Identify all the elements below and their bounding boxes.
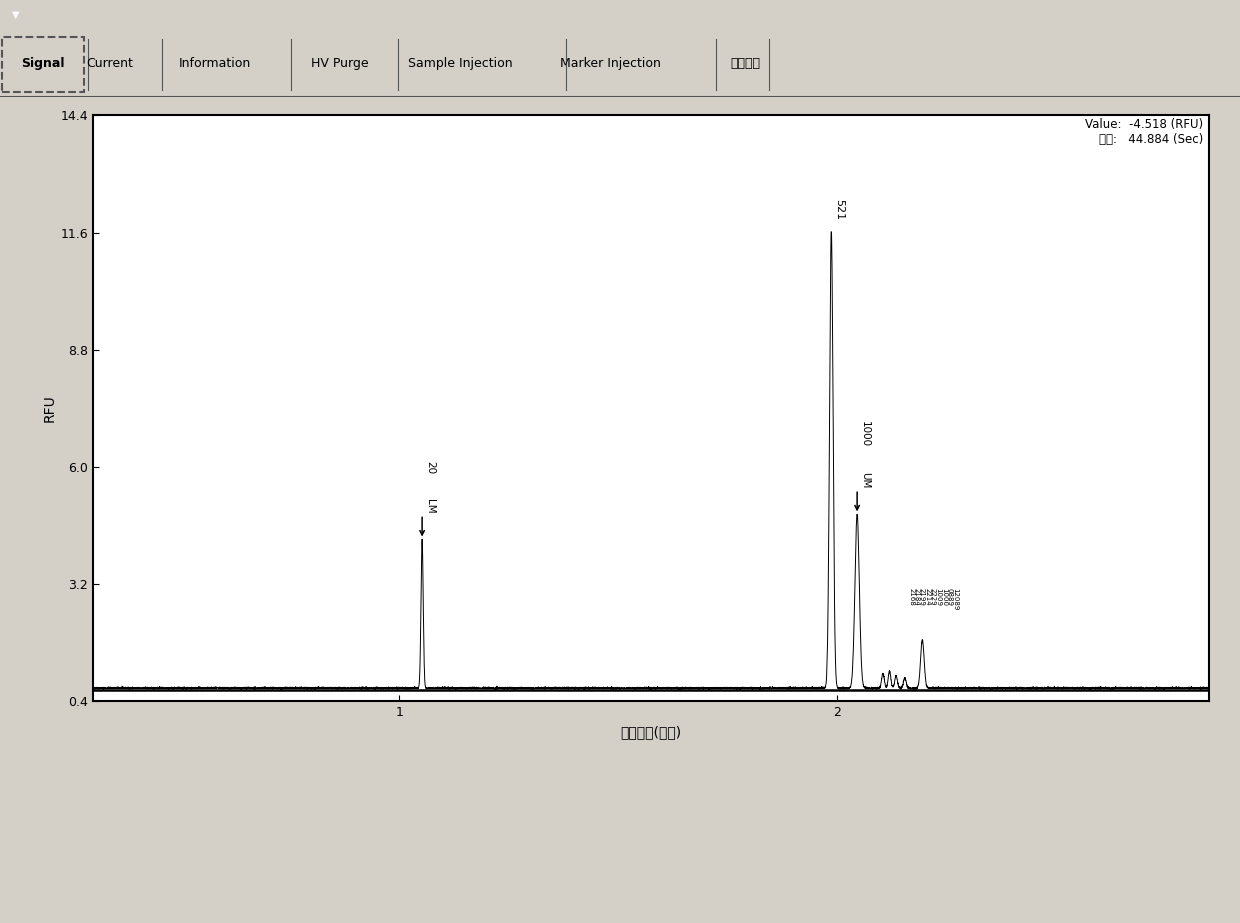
Text: Sample Injection: Sample Injection	[408, 57, 512, 70]
Text: 1000: 1000	[861, 421, 870, 448]
Text: Signal: Signal	[21, 57, 64, 70]
Text: HV Purge: HV Purge	[311, 57, 368, 70]
Text: 1009: 1009	[935, 589, 941, 606]
Text: 2184: 2184	[914, 589, 920, 606]
Text: Information: Information	[179, 57, 252, 70]
Text: 2168: 2168	[909, 589, 914, 606]
Text: ▼: ▼	[12, 10, 20, 20]
Text: 521: 521	[835, 199, 844, 221]
Text: 20: 20	[425, 462, 435, 474]
Text: Marker Injection: Marker Injection	[559, 57, 661, 70]
Text: LM: LM	[425, 499, 435, 513]
Bar	[2, 38, 84, 91]
Text: 2229: 2229	[930, 589, 935, 606]
Text: Current: Current	[87, 57, 134, 70]
Text: 片段比对: 片段比对	[730, 57, 760, 70]
Y-axis label: RFU: RFU	[42, 394, 56, 423]
X-axis label: 分析时间(分钟): 分析时间(分钟)	[620, 725, 682, 739]
Text: 2214: 2214	[924, 589, 930, 606]
Text: 0889: 0889	[947, 589, 952, 606]
Text: 1000: 1000	[941, 589, 947, 606]
Text: UM: UM	[861, 472, 870, 488]
Text: 2199: 2199	[919, 589, 925, 606]
Text: 12089: 12089	[952, 589, 959, 611]
Text: Value:  -4.518 (RFU)
时间:   44.884 (Sec): Value: -4.518 (RFU) 时间: 44.884 (Sec)	[1085, 118, 1203, 146]
